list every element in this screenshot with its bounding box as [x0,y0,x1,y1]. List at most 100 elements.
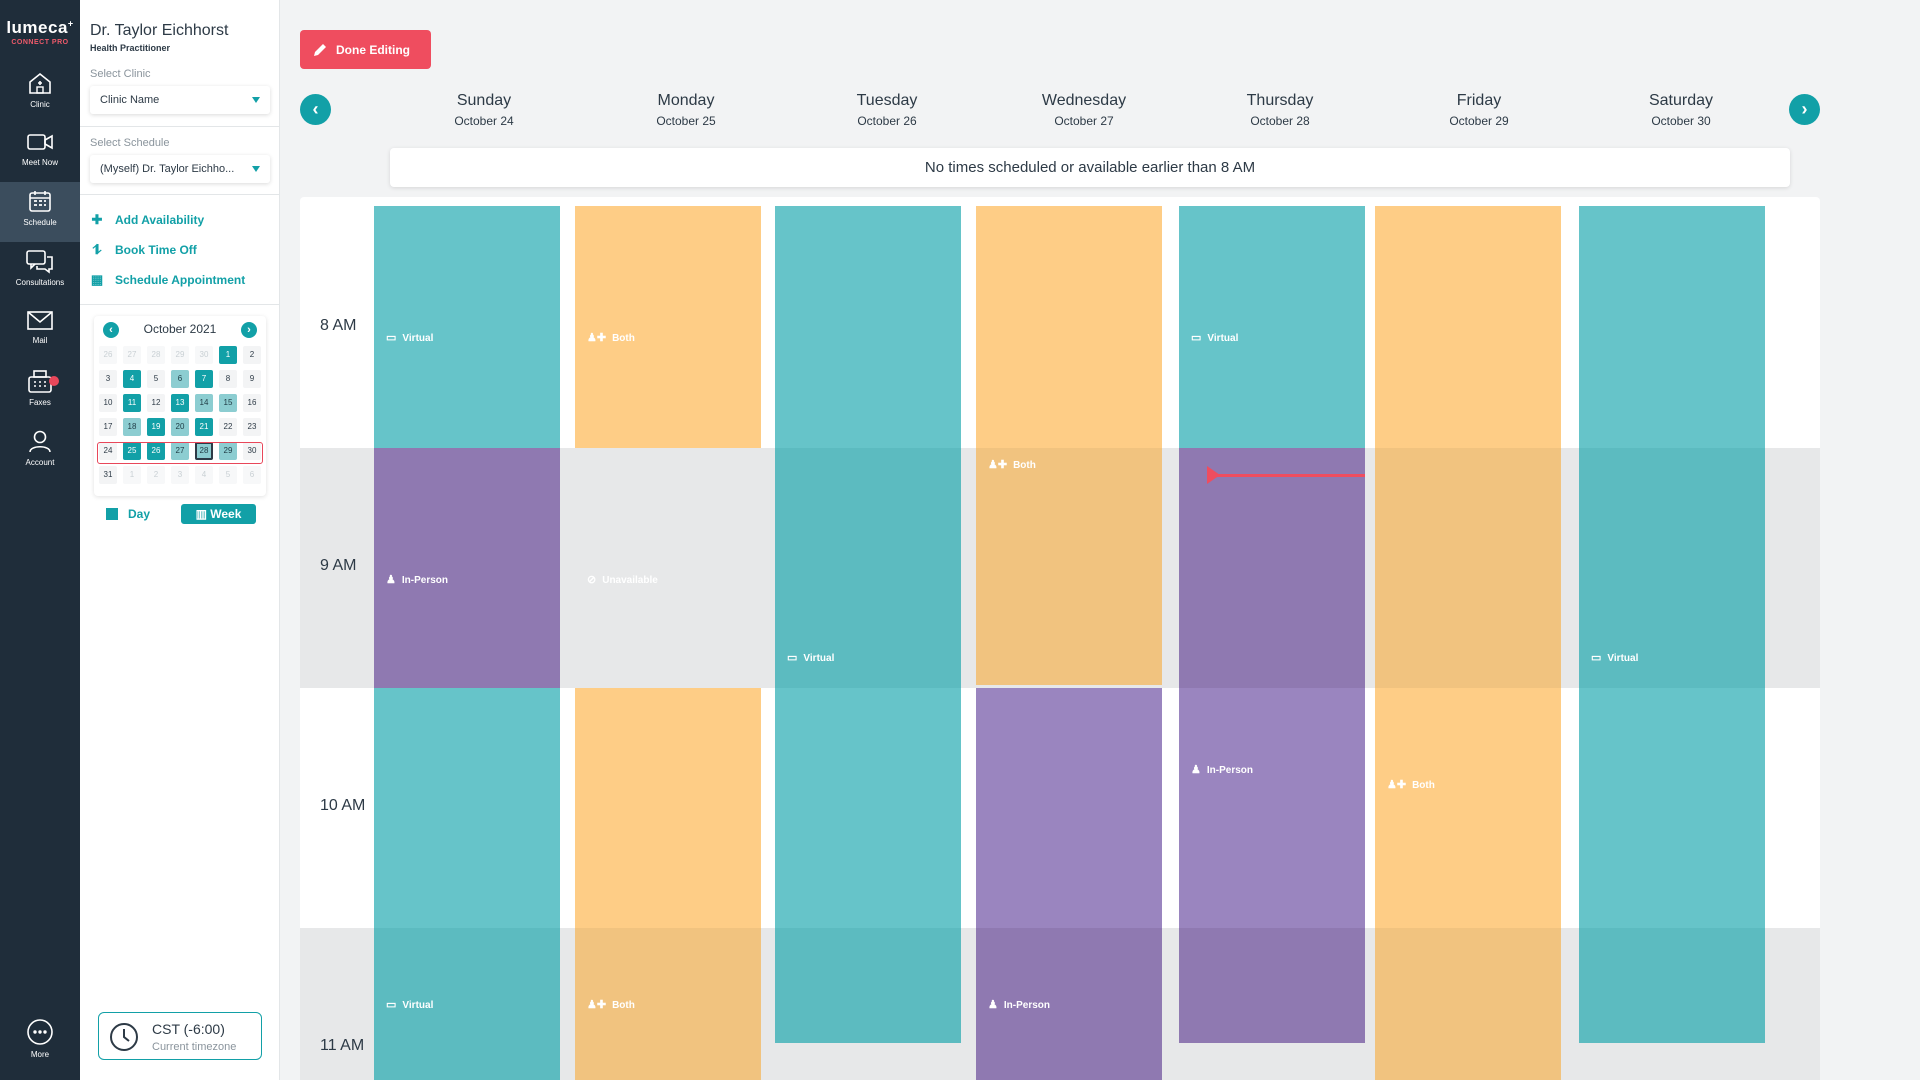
calendar-day[interactable]: 17 [99,418,117,436]
unavailable-block[interactable]: ⊘ Unavailable [575,448,761,688]
calendar-day[interactable]: 11 [123,394,141,412]
virtual-availability-block[interactable]: ▭ Virtual [1579,448,1765,688]
calendar-day[interactable]: 14 [195,394,213,412]
rail-item-mail[interactable]: Mail [0,302,80,362]
calendar-day[interactable]: 4 [123,370,141,388]
add-availability-link[interactable]: ✚ Add Availability [91,212,205,227]
unavailable-block[interactable] [1579,1046,1765,1080]
both-availability-block[interactable]: ♟✚ Both [575,206,761,448]
calendar-day[interactable]: 24 [99,442,117,460]
calendar-day[interactable]: 30 [195,346,213,364]
virtual-availability-block[interactable] [1579,928,1765,1043]
calendar-day[interactable]: 6 [171,370,189,388]
inperson-availability-block[interactable] [976,688,1162,928]
calendar-day[interactable]: 15 [219,394,237,412]
both-availability-block[interactable]: ♟✚ Both [575,928,761,1080]
rail-item-faxes[interactable]: Faxes [0,362,80,422]
virtual-availability-block[interactable] [775,928,961,1043]
rail-item-more[interactable]: More [0,1012,80,1072]
done-editing-button[interactable]: Done Editing [300,30,431,69]
calendar-day[interactable]: 9 [243,370,261,388]
inperson-availability-block[interactable]: ♟ In-Person [1179,688,1365,928]
day-header[interactable]: Thursday October 28 [1205,92,1355,128]
calendar-day[interactable]: 1 [219,346,237,364]
rail-item-schedule[interactable]: Schedule [0,182,80,242]
both-availability-block[interactable] [1375,206,1561,448]
inperson-availability-block[interactable] [1179,928,1365,1043]
calendar-day[interactable]: 26 [99,346,117,364]
rail-item-meet-now[interactable]: Meet Now [0,124,80,184]
virtual-availability-block[interactable]: ▭ Virtual [374,928,560,1080]
both-availability-block[interactable] [976,206,1162,448]
chevron-left-icon[interactable]: ‹ [103,322,119,338]
inperson-availability-block[interactable]: ♟ In-Person [976,928,1162,1080]
virtual-availability-block[interactable]: ▭ Virtual [374,206,560,448]
calendar-day[interactable]: 18 [123,418,141,436]
both-availability-block[interactable]: ♟✚ Both [976,448,1162,685]
day-header[interactable]: Wednesday October 27 [1009,92,1159,128]
virtual-availability-block[interactable] [775,688,961,928]
calendar-day[interactable]: 10 [99,394,117,412]
day-header[interactable]: Friday October 29 [1404,92,1554,128]
calendar-day[interactable]: 28 [195,442,213,460]
unavailable-block[interactable] [1179,1046,1365,1080]
calendar-day[interactable]: 22 [219,418,237,436]
virtual-availability-block[interactable] [1579,206,1765,448]
rail-item-account[interactable]: Account [0,422,80,482]
calendar-day[interactable]: 16 [243,394,261,412]
calendar-day[interactable]: 3 [171,466,189,484]
calendar-day[interactable]: 27 [123,346,141,364]
calendar-day[interactable]: 2 [243,346,261,364]
calendar-day[interactable]: 26 [147,442,165,460]
inperson-availability-block[interactable]: ♟ In-Person [374,448,560,688]
schedule-appointment-link[interactable]: ▦ Schedule Appointment [90,272,246,287]
both-availability-block[interactable]: ♟✚ Both [1375,688,1561,928]
timezone-box[interactable]: CST (-6:00) Current timezone [98,1012,262,1060]
day-view-toggle[interactable]: Day [106,507,150,521]
rail-item-clinic[interactable]: Clinic [0,64,80,124]
calendar-day[interactable]: 2 [147,466,165,484]
calendar-day[interactable]: 5 [219,466,237,484]
day-header[interactable]: Monday October 25 [611,92,761,128]
day-header[interactable]: Sunday October 24 [409,92,559,128]
calendar-day[interactable]: 4 [195,466,213,484]
prev-week-button[interactable]: ‹ [300,94,331,125]
calendar-day[interactable]: 23 [243,418,261,436]
virtual-availability-block[interactable]: ▭ Virtual [1179,206,1365,448]
rail-item-consultations[interactable]: Consultations [0,242,80,302]
calendar-day[interactable]: 25 [123,442,141,460]
clinic-select[interactable]: Clinic Name [90,86,270,114]
both-availability-block[interactable] [1375,928,1561,1080]
calendar-day[interactable]: 13 [171,394,189,412]
virtual-availability-block[interactable]: ▭ Virtual [775,448,961,688]
schedule-select[interactable]: (Myself) Dr. Taylor Eichho... [90,155,270,183]
calendar-day[interactable]: 31 [99,466,117,484]
calendar-day[interactable]: 8 [219,370,237,388]
calendar-day[interactable]: 5 [147,370,165,388]
calendar-day[interactable]: 12 [147,394,165,412]
day-header[interactable]: Saturday October 30 [1606,92,1756,128]
unavailable-block[interactable] [775,1046,961,1080]
week-view-toggle[interactable]: ▥ Week [181,504,256,524]
calendar-day[interactable]: 29 [171,346,189,364]
calendar-day[interactable]: 6 [243,466,261,484]
both-availability-block[interactable] [575,688,761,928]
calendar-day[interactable]: 1 [123,466,141,484]
calendar-day[interactable]: 3 [99,370,117,388]
virtual-availability-block[interactable] [374,688,560,928]
virtual-availability-block[interactable] [1579,688,1765,928]
book-time-off-link[interactable]: ⥮ Book Time Off [90,242,197,258]
calendar-day[interactable]: 19 [147,418,165,436]
day-header[interactable]: Tuesday October 26 [812,92,962,128]
calendar-day[interactable]: 30 [243,442,261,460]
both-availability-block[interactable] [1375,448,1561,688]
calendar-day[interactable]: 7 [195,370,213,388]
virtual-availability-block[interactable] [775,206,961,448]
calendar-day[interactable]: 20 [171,418,189,436]
next-week-button[interactable]: › [1789,94,1820,125]
calendar-day[interactable]: 28 [147,346,165,364]
chevron-right-icon[interactable]: › [241,322,257,338]
calendar-day[interactable]: 21 [195,418,213,436]
calendar-day[interactable]: 27 [171,442,189,460]
calendar-day[interactable]: 29 [219,442,237,460]
